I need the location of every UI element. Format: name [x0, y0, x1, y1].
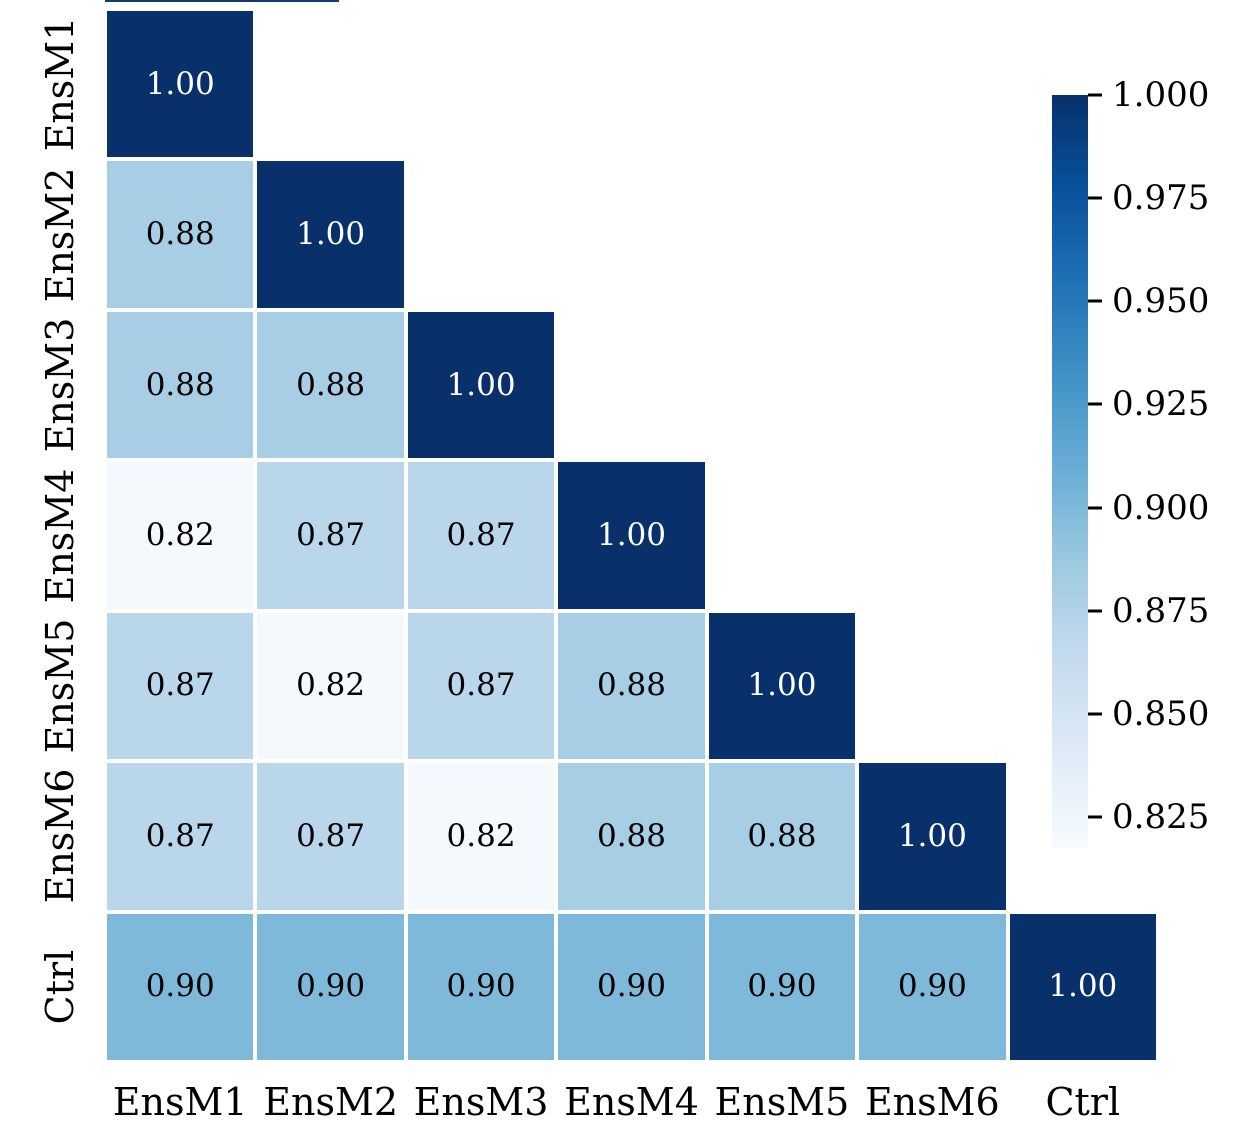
y-axis-label-EnsM2: EnsM2 — [38, 167, 82, 303]
heatmap-cell-EnsM4-EnsM2: 0.87 — [257, 462, 404, 609]
heatmap-cell-EnsM6-EnsM4: 0.88 — [558, 763, 705, 910]
heatmap-cell-EnsM1-EnsM1: 1.00 — [107, 11, 254, 158]
heatmap-cell-EnsM5-EnsM1: 0.87 — [107, 612, 254, 760]
heatmap-cell-EnsM5-EnsM3: 0.87 — [407, 612, 555, 760]
x-axis-label-EnsM4: EnsM4 — [564, 1080, 699, 1124]
heatmap-cell-EnsM5-EnsM5: 1.00 — [708, 612, 856, 760]
colorbar-tick-mark-0.900 — [1088, 506, 1102, 510]
heatmap-cell-EnsM6-EnsM1: 0.87 — [107, 763, 254, 910]
x-axis-label-EnsM5: EnsM5 — [714, 1080, 850, 1124]
colorbar-tick-label-0.900: 0.900 — [1112, 487, 1210, 528]
x-axis-label-EnsM1: EnsM1 — [112, 1080, 248, 1124]
heatmap-cell-EnsM6-EnsM5: 0.88 — [708, 763, 856, 910]
colorbar-tick-mark-0.875 — [1088, 609, 1102, 613]
colorbar-gradient — [1052, 95, 1088, 848]
x-axis-label-EnsM2: EnsM2 — [263, 1080, 399, 1124]
heatmap-cell-EnsM2-EnsM1: 0.88 — [107, 161, 254, 308]
y-axis-label-EnsM5: EnsM5 — [38, 618, 82, 754]
colorbar-tick-mark-0.825 — [1088, 815, 1102, 819]
heatmap-cell-EnsM6-EnsM2: 0.87 — [257, 763, 404, 910]
colorbar-tick-label-0.975: 0.975 — [1112, 178, 1210, 219]
x-axis-label-EnsM3: EnsM3 — [413, 1080, 549, 1124]
colorbar-tick-mark-1.000 — [1088, 93, 1102, 97]
heatmap-cell-EnsM3-EnsM1: 0.88 — [107, 311, 254, 459]
heatmap-cell-EnsM2-EnsM2: 1.00 — [257, 161, 404, 308]
y-axis-label-Ctrl: Ctrl — [38, 949, 82, 1025]
colorbar-tick-mark-0.975 — [1088, 196, 1102, 200]
heatmap-cell-Ctrl-Ctrl: 1.00 — [1009, 913, 1156, 1060]
heatmap-cell-Ctrl-EnsM3: 0.90 — [407, 913, 555, 1060]
heatmap-cell-EnsM4-EnsM4: 1.00 — [558, 462, 705, 609]
colorbar-tick-mark-0.850 — [1088, 712, 1102, 716]
colorbar-tick-label-0.875: 0.875 — [1112, 590, 1210, 631]
y-axis-label-EnsM1: EnsM1 — [38, 16, 82, 152]
y-axis-label-EnsM3: EnsM3 — [38, 317, 82, 453]
heatmap-cell-Ctrl-EnsM6: 0.90 — [859, 913, 1006, 1060]
heatmap-cell-EnsM3-EnsM3: 1.00 — [407, 311, 555, 459]
heatmap-cell-EnsM4-EnsM1: 0.82 — [107, 462, 254, 609]
heatmap-cell-Ctrl-EnsM4: 0.90 — [558, 913, 705, 1060]
colorbar-tick-mark-0.925 — [1088, 402, 1102, 406]
colorbar-tick-label-0.925: 0.925 — [1112, 384, 1210, 425]
colorbar-tick-label-1.000: 1.000 — [1112, 75, 1210, 115]
heatmap-cell-Ctrl-EnsM5: 0.90 — [708, 913, 856, 1060]
colorbar-tick-mark-0.950 — [1088, 299, 1102, 303]
top-edge-artifact — [105, 0, 339, 2]
y-axis-label-EnsM4: EnsM4 — [38, 468, 82, 603]
colorbar-tick-label-0.825: 0.825 — [1112, 797, 1210, 838]
colorbar-tick-label-0.950: 0.950 — [1112, 281, 1210, 322]
heatmap-cell-EnsM6-EnsM3: 0.82 — [407, 763, 555, 910]
heatmap-cell-EnsM5-EnsM2: 0.82 — [257, 612, 404, 760]
heatmap-cell-EnsM5-EnsM4: 0.88 — [558, 612, 705, 760]
heatmap-cell-EnsM3-EnsM2: 0.88 — [257, 311, 404, 459]
y-axis-label-EnsM6: EnsM6 — [38, 768, 82, 904]
heatmap-cell-EnsM4-EnsM3: 0.87 — [407, 462, 555, 609]
heatmap-cell-Ctrl-EnsM1: 0.90 — [107, 913, 254, 1060]
heatmap-cell-Ctrl-EnsM2: 0.90 — [257, 913, 404, 1060]
colorbar-tick-label-0.850: 0.850 — [1112, 693, 1210, 734]
heatmap-cell-EnsM6-EnsM6: 1.00 — [859, 763, 1006, 910]
x-axis-label-EnsM6: EnsM6 — [864, 1080, 1000, 1124]
x-axis-label-Ctrl: Ctrl — [1045, 1080, 1121, 1124]
